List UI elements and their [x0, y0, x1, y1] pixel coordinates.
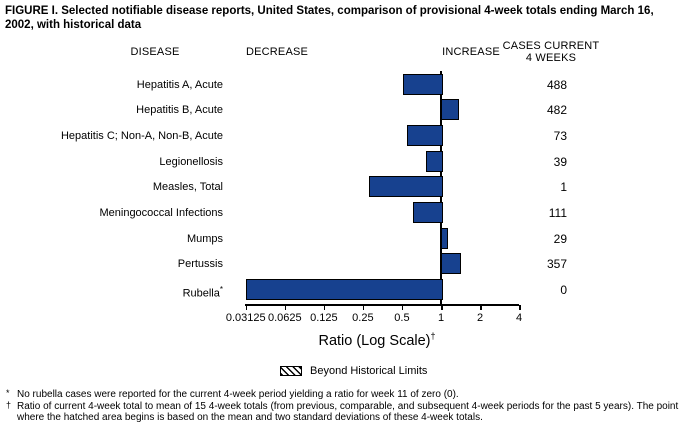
- axis-tick-0.5: [401, 305, 404, 310]
- bar-pertussis: [441, 253, 462, 275]
- footnote-rubella: * No rubella cases were reported for the…: [5, 388, 681, 401]
- row-label-rubella: Rubella*: [182, 285, 223, 300]
- case-count-pertussis: 357: [546, 257, 567, 272]
- figure-title: FIGURE I. Selected notifiable disease re…: [5, 5, 654, 31]
- axis-tick-label-1: 1: [437, 312, 445, 324]
- axis-tick-4: [519, 305, 521, 310]
- footnotes: * No rubella cases were reported for the…: [5, 388, 681, 424]
- dagger-superscript: †: [430, 331, 436, 341]
- bar-meningococcal-infections: [413, 202, 443, 223]
- legend-label: Beyond Historical Limits: [310, 365, 428, 377]
- column-header-disease: DISEASE: [130, 46, 180, 58]
- case-count-rubella: 0: [560, 283, 567, 298]
- x-axis-title: Ratio (Log Scale)†: [318, 331, 435, 349]
- footnote-text: No rubella cases were reported for the c…: [17, 389, 459, 400]
- row-label-hepatitis-c-non-a-non-b-acute: Hepatitis C; Non-A, Non-B, Acute: [60, 129, 223, 142]
- axis-tick-0.0625: [284, 305, 287, 310]
- axis-tick-1: [441, 305, 443, 310]
- axis-tick-0.03125: [245, 305, 248, 310]
- axis-tick-label-0.5: 0.5: [394, 312, 410, 324]
- row-label-meningococcal-infections: Meningococcal Infections: [99, 207, 223, 219]
- asterisk-superscript: *: [219, 285, 223, 295]
- row-label-legionellosis: Legionellosis: [159, 155, 223, 168]
- axis-tick-label-0.03125: 0.03125: [225, 312, 266, 324]
- footnote-marker-asterisk: *: [6, 388, 10, 398]
- bar-hepatitis-a-acute: [403, 73, 443, 95]
- case-count-legionellosis: 39: [553, 154, 567, 169]
- bar-hepatitis-b-acute: [441, 99, 459, 121]
- bar-legionellosis: [426, 150, 443, 172]
- footnote-marker-dagger: †: [6, 399, 12, 410]
- column-header-decrease: DECREASE: [245, 46, 309, 58]
- axis-tick-label-4: 4: [516, 312, 523, 324]
- case-count-hepatitis-b-acute: 482: [546, 103, 567, 118]
- case-count-meningococcal-infections: 111: [548, 206, 567, 220]
- row-label-pertussis: Pertussis: [177, 258, 223, 271]
- row-label-hepatitis-b-acute: Hepatitis B, Acute: [136, 104, 223, 117]
- footnote-ratio: † Ratio of current 4-week total to mean …: [5, 399, 681, 424]
- case-count-hepatitis-c-non-a-non-b-acute: 73: [553, 128, 567, 143]
- bar-hepatitis-c-non-a-non-b-acute: [407, 124, 443, 146]
- axis-tick-2: [480, 305, 482, 310]
- row-label-mumps: Mumps: [186, 232, 223, 245]
- bar-mumps: [441, 227, 449, 249]
- case-count-measles-total: 1: [560, 180, 567, 195]
- column-header-cases-line2: 4 WEEKS: [525, 52, 577, 64]
- x-axis-line: [245, 304, 519, 306]
- axis-tick-label-0.125: 0.125: [310, 312, 338, 324]
- bar-rubella: [245, 279, 443, 301]
- axis-tick-label-0.25: 0.25: [352, 312, 374, 324]
- axis-tick-label-0.0625: 0.0625: [267, 312, 302, 324]
- column-header-cases-line1: CASES CURRENT: [502, 40, 600, 52]
- footnote-text: Ratio of current 4-week total to mean of…: [17, 400, 679, 424]
- row-label-measles-total: Measles, Total: [152, 181, 223, 194]
- axis-tick-0.25: [362, 305, 365, 310]
- axis-tick-label-2: 2: [476, 312, 484, 324]
- axis-tick-0.125: [323, 305, 326, 310]
- x-axis-title-text: Ratio (Log Scale): [318, 332, 431, 349]
- row-label-hepatitis-a-acute: Hepatitis A, Acute: [136, 78, 223, 91]
- case-count-hepatitis-a-acute: 488: [546, 77, 567, 92]
- column-header-increase: INCREASE: [442, 46, 500, 58]
- case-count-mumps: 29: [553, 231, 567, 246]
- bar-measles-total: [369, 176, 443, 198]
- legend-hatch-swatch: [280, 366, 302, 376]
